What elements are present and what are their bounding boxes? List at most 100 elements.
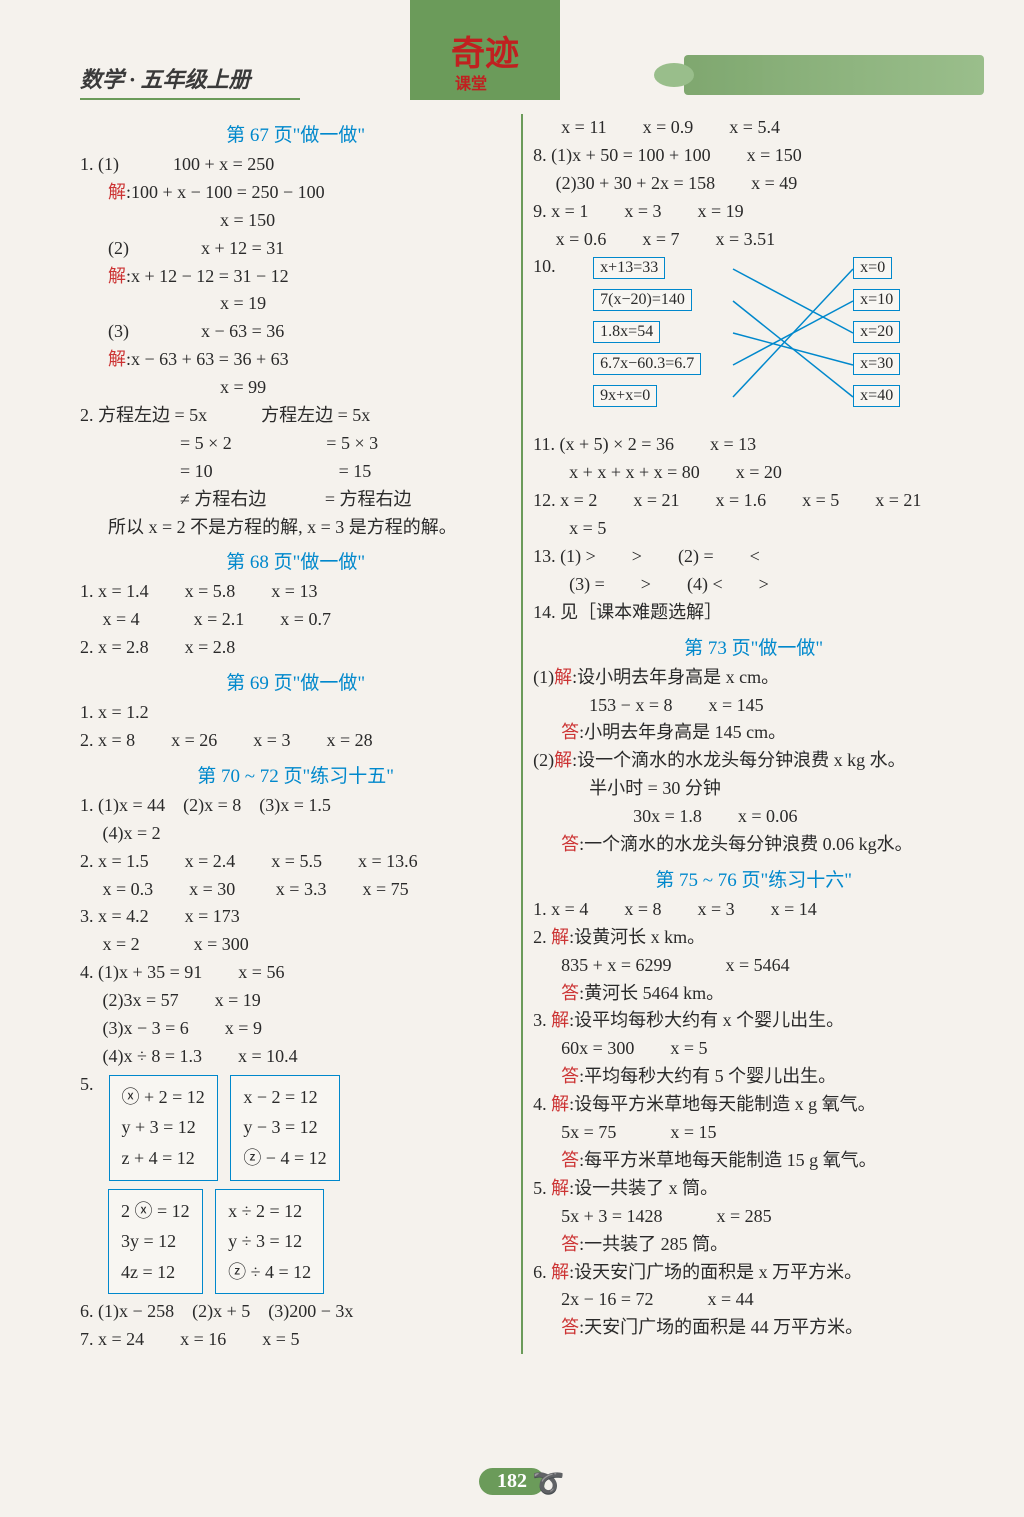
a10-5: 13. (1) > > (2) = < <box>533 543 974 571</box>
q1-9: x = 99 <box>80 374 511 402</box>
q1-7: (3) x − 63 = 36 <box>80 318 511 346</box>
s75-q4d: 答:每平方米草地每天能制造 15 g 氧气。 <box>533 1147 974 1175</box>
s73-4b: :设一个滴水的水龙头每分钟浪费 x kg 水。 <box>572 750 906 770</box>
s73-1: (1)解:设小明去年身高是 x cm。 <box>533 664 974 692</box>
s70-2: (4)x = 2 <box>80 820 511 848</box>
a10-3: 12. x = 2 x = 21 x = 1.6 x = 5 x = 21 <box>533 487 974 515</box>
box5b-r2: y − 3 = 12 <box>243 1112 326 1143</box>
box5c-r3: 4z = 12 <box>121 1257 190 1288</box>
da-label: 答 <box>561 1066 579 1086</box>
match-right-1: x=10 <box>853 289 900 311</box>
s75-q5c: 5x + 3 = 1428 x = 285 <box>533 1203 974 1231</box>
q1-1: 1. (1) 100 + x = 250 <box>80 151 511 179</box>
s70-10: (4)x ÷ 8 = 1.3 x = 10.4 <box>80 1043 511 1071</box>
q5-label: 5. <box>80 1071 104 1099</box>
a10-1: 11. (x + 5) × 2 = 36 x = 13 <box>533 431 974 459</box>
s73-5: 半小时 = 30 分钟 <box>533 775 974 803</box>
a10-4: x = 5 <box>533 515 974 543</box>
s69-2: 2. x = 8 x = 26 x = 3 x = 28 <box>80 727 511 755</box>
match-left-4: 9x+x=0 <box>593 385 657 407</box>
q4-db: :每平方米草地每天能制造 15 g 氧气。 <box>579 1150 877 1170</box>
jie-label: 解 <box>108 266 126 286</box>
q2-db: :黄河长 5464 km。 <box>579 983 724 1003</box>
s68-3: 2. x = 2.8 x = 2.8 <box>80 634 511 662</box>
da-label: 答 <box>561 1234 579 1254</box>
jie-label: 解 <box>554 667 572 687</box>
jie-label: 解 <box>108 182 126 202</box>
s73-4a: (2) <box>533 750 554 770</box>
s68-1: 1. x = 1.4 x = 5.8 x = 13 <box>80 578 511 606</box>
s70-8: (2)3x = 57 x = 19 <box>80 987 511 1015</box>
da-label: 答 <box>561 1317 579 1337</box>
q2-2: = 5 × 2 = 5 × 3 <box>80 430 511 458</box>
q1-6: x = 19 <box>80 290 511 318</box>
s75-q2a: 2. 解:设黄河长 x km。 <box>533 924 974 952</box>
rc-2: 8. (1)x + 50 = 100 + 100 x = 150 <box>533 142 974 170</box>
s73-2: 153 − x = 8 x = 145 <box>533 692 974 720</box>
s75-q6c: 2x − 16 = 72 x = 44 <box>533 1286 974 1314</box>
s73-6: 30x = 1.8 x = 0.06 <box>533 803 974 831</box>
da-label: 答 <box>561 722 579 742</box>
da-label: 答 <box>561 834 579 854</box>
rc-3: (2)30 + 30 + 2x = 158 x = 49 <box>533 170 974 198</box>
s73-7: 答:一个滴水的水龙头每分钟浪费 0.06 kg水。 <box>533 831 974 859</box>
box5a-r1: ⓧ + 2 = 12 <box>122 1082 205 1113</box>
q3-b: :设平均每秒大约有 x 个婴儿出生。 <box>569 1010 844 1030</box>
match-left-0: x+13=33 <box>593 257 665 279</box>
s75-1: 1. x = 4 x = 8 x = 3 x = 14 <box>533 896 974 924</box>
box5c-r2: 3y = 12 <box>121 1226 190 1257</box>
s70-9: (3)x − 3 = 6 x = 9 <box>80 1015 511 1043</box>
q5-b: :设一共装了 x 筒。 <box>569 1178 718 1198</box>
box5c-r1: 2 ⓧ = 12 <box>121 1196 190 1227</box>
jie-label: 解 <box>551 1010 569 1030</box>
a10-6: (3) = > (4) < > <box>533 571 974 599</box>
q5-db: :一共装了 285 筒。 <box>579 1234 728 1254</box>
box5d-r3: ⓩ ÷ 4 = 12 <box>228 1257 311 1288</box>
jie-label: 解 <box>554 750 572 770</box>
jie-label: 解 <box>108 349 126 369</box>
section-68-hd: 第 68 页"做一做" <box>80 547 511 574</box>
match-right-4: x=40 <box>853 385 900 407</box>
s75-q4c: 5x = 75 x = 15 <box>533 1119 974 1147</box>
q2-5: 所以 x = 2 不是方程的解, x = 3 是方程的解。 <box>80 514 511 542</box>
s70-6: x = 2 x = 300 <box>80 931 511 959</box>
section-69-hd: 第 69 页"做一做" <box>80 668 511 695</box>
s70-4: x = 0.3 x = 30 x = 3.3 x = 75 <box>80 876 511 904</box>
content-columns: 第 67 页"做一做" 1. (1) 100 + x = 250 解:100 +… <box>0 110 1024 1354</box>
da-label: 答 <box>561 1150 579 1170</box>
jie-label: 解 <box>551 1178 569 1198</box>
s73-3b: :小明去年身高是 145 cm。 <box>579 722 786 742</box>
s75-q3a: 3. 解:设平均每秒大约有 x 个婴儿出生。 <box>533 1007 974 1035</box>
box5d-r1: x ÷ 2 = 12 <box>228 1196 311 1227</box>
da-label: 答 <box>561 983 579 1003</box>
a10-2: x + x + x + x = 80 x = 20 <box>533 459 974 487</box>
rc-4: 9. x = 1 x = 3 x = 19 <box>533 198 974 226</box>
rc-1: x = 11 x = 0.9 x = 5.4 <box>533 114 974 142</box>
box5b-r1: x − 2 = 12 <box>243 1082 326 1113</box>
match-left-1: 7(x−20)=140 <box>593 289 692 311</box>
s70-1: 1. (1)x = 44 (2)x = 8 (3)x = 1.5 <box>80 792 511 820</box>
match-left-3: 6.7x−60.3=6.7 <box>593 353 701 375</box>
q1-4: (2) x + 12 = 31 <box>80 235 511 263</box>
section-75-hd: 第 75 ~ 76 页"练习十六" <box>533 865 974 892</box>
section-70-hd: 第 70 ~ 72 页"练习十五" <box>80 761 511 788</box>
box5b-r3: ⓩ − 4 = 12 <box>243 1143 326 1174</box>
s75-q5a: 5. 解:设一共装了 x 筒。 <box>533 1175 974 1203</box>
q1-3: x = 150 <box>80 207 511 235</box>
right-column: x = 11 x = 0.9 x = 5.4 8. (1)x + 50 = 10… <box>533 114 974 1354</box>
left-column: 第 67 页"做一做" 1. (1) 100 + x = 250 解:100 +… <box>80 114 511 1354</box>
s69-1: 1. x = 1.2 <box>80 699 511 727</box>
match-right-0: x=0 <box>853 257 892 279</box>
q6-db: :天安门广场的面积是 44 万平方米。 <box>579 1317 863 1337</box>
s70-3: 2. x = 1.5 x = 2.4 x = 5.5 x = 13.6 <box>80 848 511 876</box>
s75-q6d: 答:天安门广场的面积是 44 万平方米。 <box>533 1314 974 1342</box>
book-title: 数学 · 五年级上册 <box>80 62 300 100</box>
s75-q3d: 答:平均每秒大约有 5 个婴儿出生。 <box>533 1063 974 1091</box>
jie-label: 解 <box>551 927 569 947</box>
q1-2: 解:100 + x − 100 = 250 − 100 <box>80 179 511 207</box>
s70-12: 7. x = 24 x = 16 x = 5 <box>80 1326 511 1354</box>
box5a-r2: y + 3 = 12 <box>122 1112 205 1143</box>
box5a-r3: z + 4 = 12 <box>122 1143 205 1174</box>
s73-1a: (1) <box>533 667 554 687</box>
jie-label: 解 <box>551 1094 569 1114</box>
